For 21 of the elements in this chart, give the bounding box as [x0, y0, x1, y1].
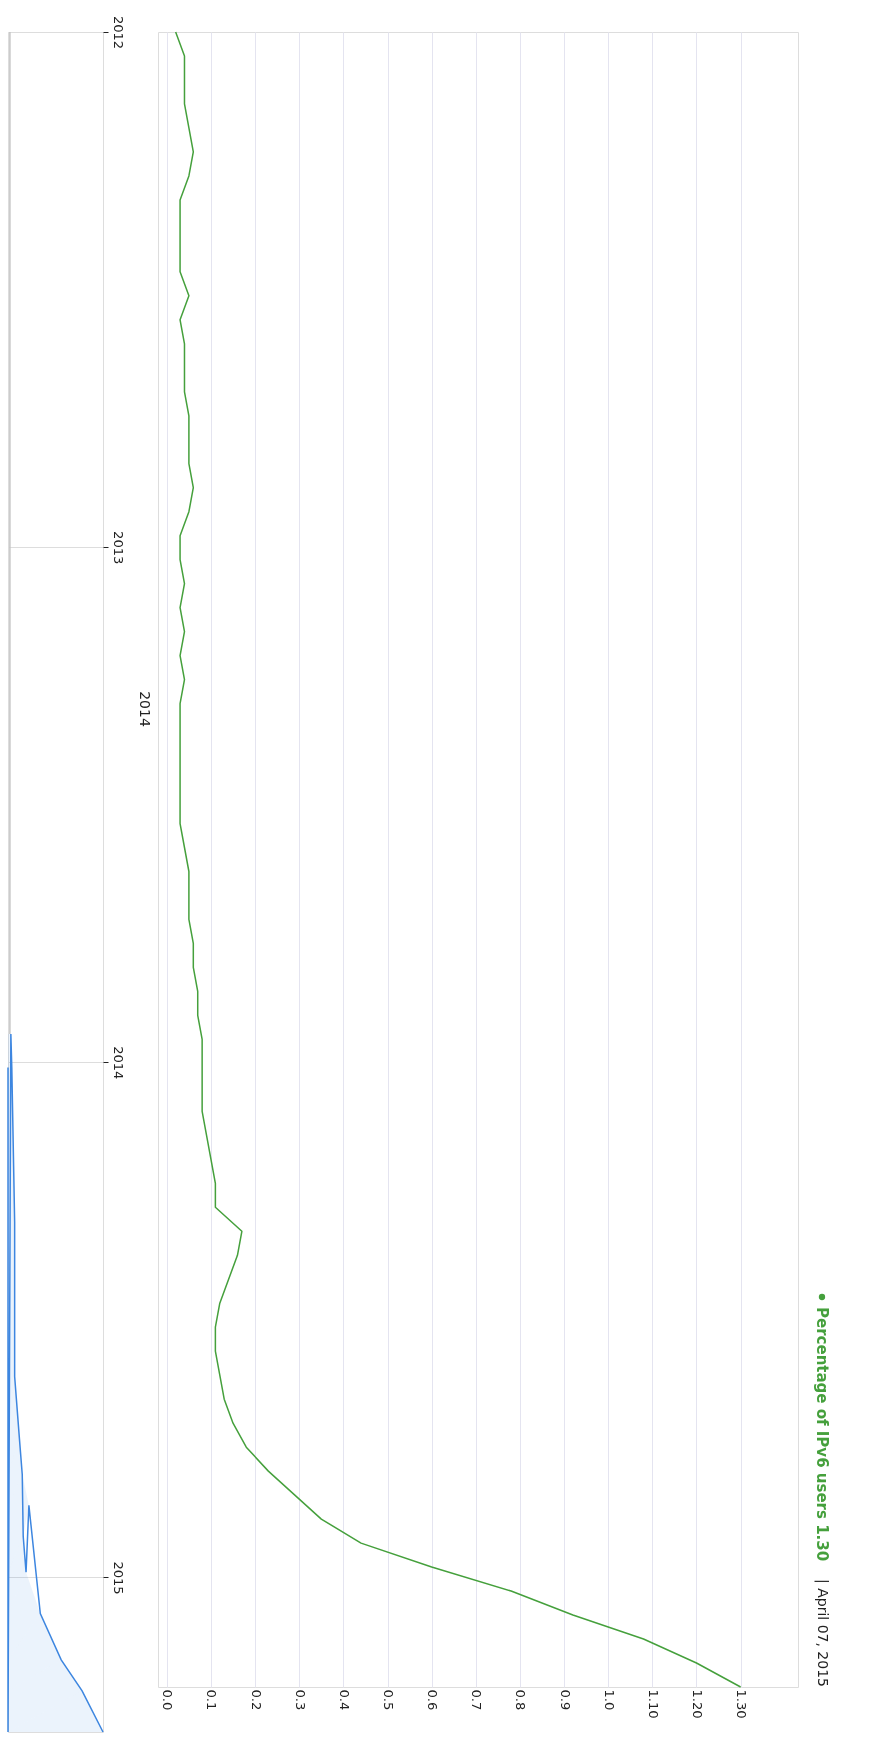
x-tick-label: 0.7 [469, 1689, 485, 1711]
legend-label: Percentage of IPv6 users 1.30 [813, 1307, 831, 1562]
x-tick-label: 1.0 [601, 1689, 617, 1711]
y-tick-label: 2013 [110, 531, 126, 565]
text: 2014 [137, 691, 153, 727]
x-tick-label: 0.4 [336, 1689, 352, 1711]
x-tick-label: 1.30 [734, 1689, 750, 1719]
text: | April 07, 2015 [814, 1579, 831, 1687]
x-tick-label: 0.8 [513, 1689, 529, 1711]
x-tick-label: 1.10 [645, 1689, 661, 1719]
x-tick-label: 0.5 [381, 1689, 397, 1711]
x-tick-label: 1.20 [689, 1689, 705, 1719]
x-tick-label: 0.9 [557, 1689, 573, 1711]
x-tick-label: 0.1 [204, 1689, 220, 1711]
y-tick-label: 2012 [110, 15, 126, 50]
x-tick-label: 0.0 [160, 1689, 176, 1711]
x-tick-label: 0.2 [248, 1689, 264, 1711]
y-tick-label: 2015 [110, 1561, 126, 1595]
x-tick-label: 0.6 [425, 1689, 441, 1711]
y-tick-label: 2014 [110, 1046, 126, 1080]
x-tick-label: 0.3 [292, 1689, 308, 1711]
